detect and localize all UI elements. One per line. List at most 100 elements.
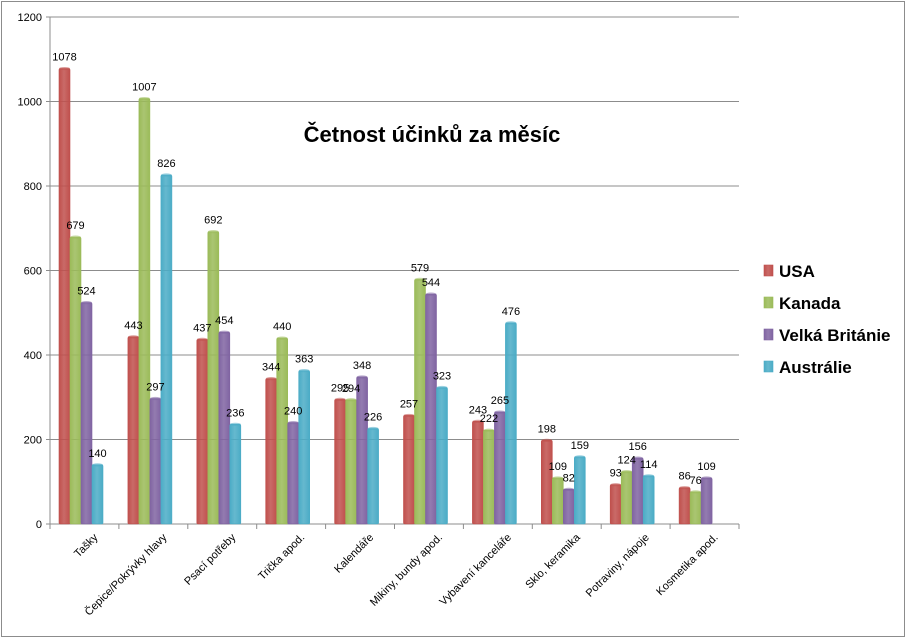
bar xyxy=(345,399,357,525)
bar xyxy=(609,484,622,525)
legend-entry: USA xyxy=(779,262,815,281)
data-label: 524 xyxy=(77,286,95,298)
bar-cap xyxy=(265,377,277,381)
bar-cap xyxy=(92,463,103,467)
bar-cap xyxy=(483,428,495,432)
data-label: 323 xyxy=(433,371,451,383)
bar xyxy=(367,428,379,525)
bar-cap xyxy=(563,487,575,491)
data-label: 222 xyxy=(480,413,498,425)
data-label: 140 xyxy=(88,448,106,460)
bar-cap xyxy=(356,375,368,379)
x-tick-label: Psací potřeby xyxy=(182,531,238,587)
data-label: 437 xyxy=(193,322,211,334)
y-tick-label: 200 xyxy=(24,435,42,447)
bar xyxy=(620,471,633,525)
x-tick-label: Sklo, keramika xyxy=(523,531,583,591)
legend-swatch xyxy=(763,328,774,341)
y-tick-label: 0 xyxy=(36,519,42,531)
bar xyxy=(80,302,93,525)
bar xyxy=(472,421,484,525)
bar-cap xyxy=(574,455,586,459)
legend-swatch xyxy=(763,264,774,277)
y-tick-label: 1000 xyxy=(18,97,42,109)
data-label: 1007 xyxy=(132,82,156,94)
bar xyxy=(196,339,209,525)
data-label: 297 xyxy=(146,382,164,394)
data-label: 114 xyxy=(640,459,658,471)
bar-cap xyxy=(138,96,150,101)
data-label: 344 xyxy=(262,362,280,374)
data-label: 198 xyxy=(538,423,556,435)
bar xyxy=(562,489,575,525)
bar-cap xyxy=(414,277,426,281)
bar xyxy=(218,331,231,525)
bar-cap xyxy=(541,438,553,442)
data-label: 243 xyxy=(469,404,487,416)
bar-cap xyxy=(59,66,70,71)
legend: USA Kanada Velká Británie Austrálie xyxy=(763,262,891,377)
bar xyxy=(138,98,151,525)
x-tick-label: Mikiny, bundy apod. xyxy=(368,532,445,609)
x-tick-label: Kalendáře xyxy=(332,532,376,576)
data-label: 443 xyxy=(124,320,142,332)
data-label: 544 xyxy=(422,277,440,289)
bar xyxy=(573,456,586,525)
bar xyxy=(403,415,415,525)
bar-cap xyxy=(701,476,713,480)
bar-cap xyxy=(345,398,357,402)
data-label: 86 xyxy=(678,471,690,483)
data-label: 124 xyxy=(618,455,636,467)
data-label: 348 xyxy=(353,360,371,372)
data-label: 294 xyxy=(342,383,360,395)
legend-entry: Austrálie xyxy=(779,358,852,377)
bar-cap xyxy=(679,486,691,490)
y-tick-label: 1200 xyxy=(18,12,42,24)
legend-swatch xyxy=(763,360,774,373)
bar-cap xyxy=(403,413,415,418)
bar xyxy=(160,174,173,525)
data-label: 82 xyxy=(563,472,575,484)
data-label: 156 xyxy=(629,441,647,453)
y-tick-label: 400 xyxy=(24,350,42,362)
data-label: 109 xyxy=(697,461,715,473)
bar-cap xyxy=(690,490,702,494)
bar-cap xyxy=(472,419,484,423)
bar-cap xyxy=(207,230,219,234)
bar-cap xyxy=(196,337,208,341)
bar xyxy=(69,236,82,525)
data-label: 265 xyxy=(491,395,509,407)
bar xyxy=(127,336,140,525)
legend-swatch xyxy=(763,296,774,309)
bar xyxy=(540,440,553,525)
bar-cap xyxy=(334,397,346,401)
data-label: 109 xyxy=(549,461,567,473)
bar-cap xyxy=(552,476,564,480)
bar-cap xyxy=(81,301,92,305)
legend-entry: Kanada xyxy=(779,294,841,313)
y-tick-label: 600 xyxy=(24,266,42,278)
bar xyxy=(425,293,437,525)
bar xyxy=(642,475,655,525)
bar-cap xyxy=(643,474,655,478)
bar xyxy=(494,411,506,525)
bar xyxy=(551,477,564,525)
x-tick-label: Trička apod. xyxy=(256,532,307,583)
data-label: 295 xyxy=(331,382,349,394)
legend-entry: Velká Británie xyxy=(779,326,891,345)
data-label: 226 xyxy=(364,412,382,424)
chart-title: Četnost účinků za měsíc xyxy=(304,122,561,147)
bar xyxy=(287,422,300,525)
bar-cap xyxy=(127,335,139,339)
bar xyxy=(700,477,713,525)
data-label: 159 xyxy=(571,440,589,452)
bar-cap xyxy=(425,292,437,296)
bar-cap xyxy=(621,470,633,474)
bar xyxy=(58,68,71,525)
bar-cap xyxy=(287,421,299,425)
bar-cap xyxy=(160,173,172,177)
bar-cap xyxy=(229,422,241,426)
bar-cap xyxy=(218,330,230,334)
data-label: 76 xyxy=(689,475,701,487)
